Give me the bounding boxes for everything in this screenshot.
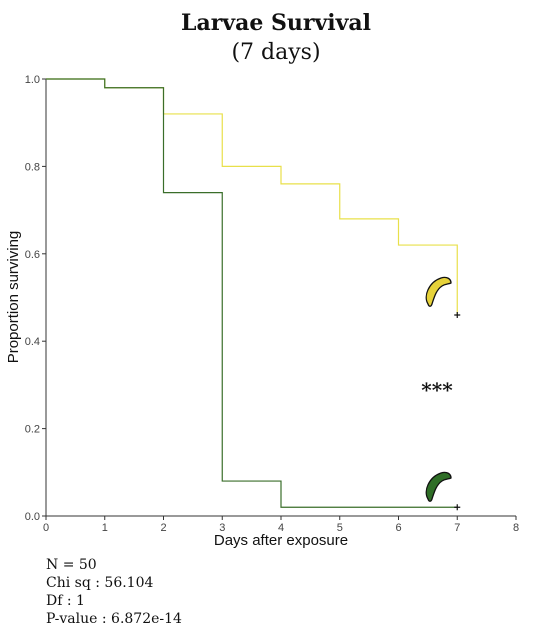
- stats-df: Df : 1: [46, 593, 85, 609]
- x-tick-label: 0: [43, 522, 49, 534]
- larva-icon: [425, 471, 452, 502]
- x-tick-label: 8: [513, 522, 519, 534]
- x-tick-label: 3: [219, 522, 225, 534]
- stats-n: N = 50: [46, 557, 97, 573]
- significance-annotation: ***: [421, 378, 453, 402]
- larva-icon: [425, 276, 452, 307]
- y-tick-label: 0.4: [25, 336, 40, 348]
- x-tick-label: 1: [102, 522, 108, 534]
- stats-pvalue: P-value : 6.872e-14: [46, 611, 182, 627]
- stats-chisq: Chi sq : 56.104: [46, 575, 154, 591]
- axes: 0 1 2 3 4 5 6 7 8 0.0 0.2 0.4 0.6 0.8 1.0: [25, 74, 519, 534]
- chart-title: Larvae Survival: [180, 10, 372, 36]
- x-tick-label: 2: [160, 522, 166, 534]
- icons-layer: [425, 276, 452, 502]
- series-2-line: [46, 78, 458, 508]
- y-axis-label: Proportion surviving: [5, 231, 22, 364]
- series-2-censor-mark: [454, 504, 461, 511]
- y-tick-label: 0.6: [25, 249, 40, 261]
- x-tick-label: 7: [454, 522, 460, 534]
- x-tick-label: 4: [278, 522, 284, 534]
- x-axis-label: Days after exposure: [214, 532, 348, 549]
- series-1-line: [46, 78, 458, 315]
- y-tick-label: 1.0: [25, 74, 40, 86]
- y-tick-label: 0.0: [25, 511, 40, 523]
- series-1-censor-mark: [454, 311, 461, 318]
- chart-subtitle: (7 days): [231, 40, 321, 65]
- survival-chart: 0 1 2 3 4 5 6 7 8 0.0 0.2 0.4 0.6 0.8 1.0 *** Days aft…: [5, 74, 519, 549]
- x-tick-label: 6: [395, 522, 401, 534]
- x-tick-label: 5: [337, 522, 343, 534]
- chart-title-block: Larvae Survival (7 days): [0, 8, 552, 68]
- series-layer: [46, 78, 461, 511]
- y-tick-label: 0.8: [25, 161, 40, 173]
- y-tick-label: 0.2: [25, 424, 40, 436]
- stats-block: N = 50 Chi sq : 56.104 Df : 1 P-value : …: [46, 556, 182, 628]
